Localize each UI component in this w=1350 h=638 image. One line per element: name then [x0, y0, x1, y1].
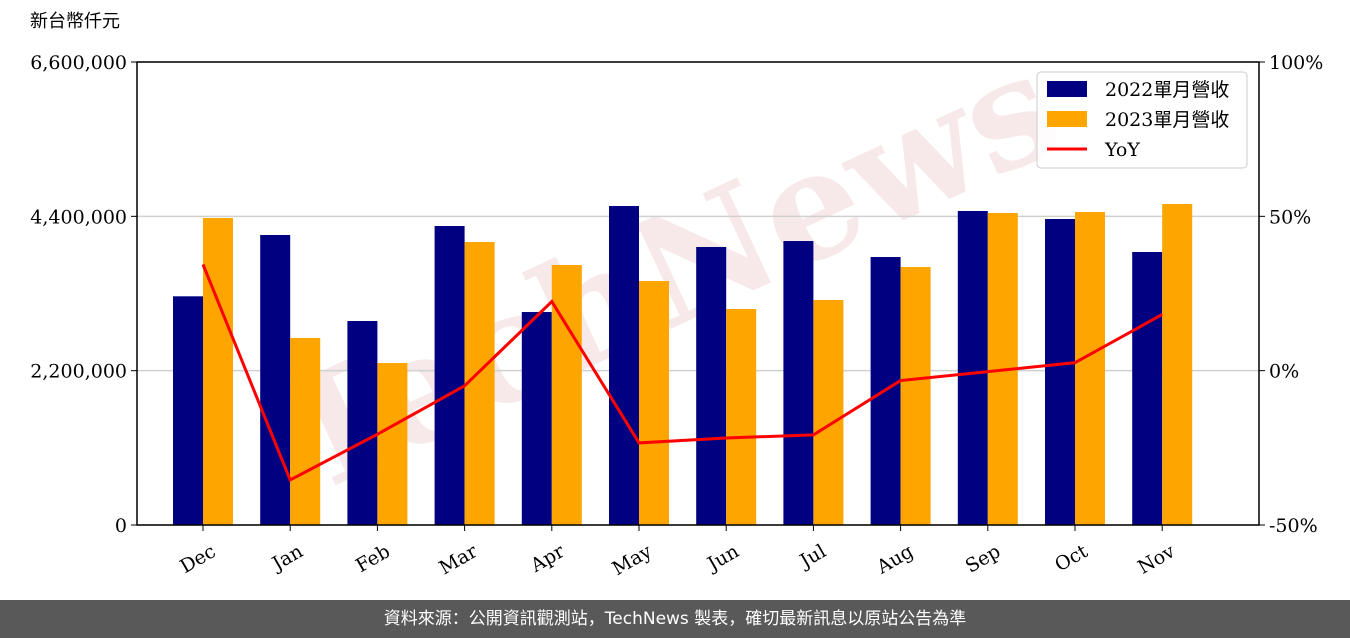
x-tick-label: Sep [962, 540, 1005, 577]
x-tick-label: Jun [702, 540, 743, 576]
x-tick-label: May [609, 540, 656, 580]
bar [783, 241, 814, 525]
x-tick-label: Jan [267, 540, 307, 576]
line [201, 263, 1163, 483]
bar [347, 320, 378, 525]
bar [551, 265, 582, 525]
bar [464, 242, 495, 525]
plot-frame [136, 61, 1260, 526]
bar [377, 363, 408, 525]
legend-label: 2023單月營收 [1105, 109, 1229, 131]
bar [173, 296, 203, 525]
bar [639, 281, 669, 525]
y2-tick-label: 0% [1269, 361, 1299, 383]
x-tick-label: Feb [352, 540, 394, 577]
x-tick-label: Nov [1134, 540, 1179, 579]
bar [609, 206, 639, 525]
footer: 資料來源：公開資訊觀測站，TechNews 製表，確切最新訊息以原站公告為準 [0, 600, 1350, 638]
legend-swatch [1047, 111, 1087, 127]
bar [813, 300, 844, 525]
bar [726, 309, 757, 525]
y2-tick-label: 50% [1269, 206, 1311, 228]
chart: 新台幣仟元 TechNews 02,200,0004,400,0006,600,… [30, 11, 1323, 580]
bar [1162, 203, 1193, 525]
x-tick-label: Apr [526, 540, 569, 577]
legend-swatch [1047, 81, 1087, 97]
y-axis-label: 新台幣仟元 [30, 11, 120, 32]
y-tick-label: 0 [115, 515, 127, 537]
x-tick-label: Dec [176, 540, 219, 578]
y-tick-label: 4,400,000 [30, 206, 127, 228]
bar [1075, 211, 1105, 525]
x-tick-label: Mar [436, 540, 482, 579]
x-tick-label: Aug [872, 540, 917, 579]
x-tick-label: Oct [1051, 540, 1092, 576]
legend-label: 2022單月營收 [1105, 79, 1229, 101]
bar [521, 312, 552, 525]
y-tick-label: 2,200,000 [30, 361, 127, 383]
y2-tick-label: 100% [1269, 52, 1323, 74]
bar [696, 246, 727, 525]
y-tick-label: 6,600,000 [30, 52, 127, 74]
bar [957, 211, 988, 525]
bar [1132, 251, 1163, 525]
y2-tick-label: -50% [1269, 515, 1318, 537]
bar [900, 266, 931, 525]
bar [203, 218, 233, 525]
bar [260, 234, 291, 525]
x-tick-label: Jul [795, 540, 830, 573]
bar [1045, 218, 1075, 525]
bar [434, 226, 465, 526]
legend-label: YoY [1104, 139, 1140, 161]
bar [290, 337, 321, 525]
legend-box [1036, 71, 1248, 169]
